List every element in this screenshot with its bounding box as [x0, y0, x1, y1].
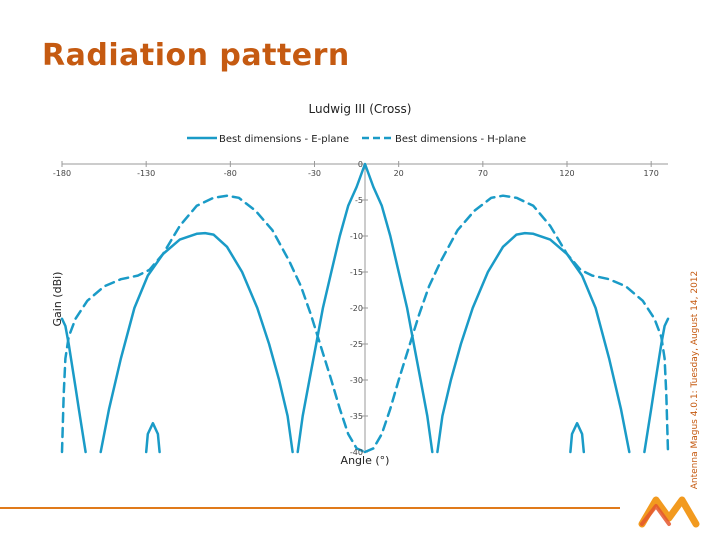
- series-h-plane-line: [363, 194, 670, 454]
- antenna-magus-logo-icon: [638, 490, 700, 536]
- x-tick-label: -30: [308, 169, 321, 178]
- legend-label-e-plane: Best dimensions - E-plane: [219, 134, 349, 145]
- chart-axes: [61, 161, 668, 453]
- legend-label-h-plane: Best dimensions - H-plane: [395, 134, 526, 145]
- x-axis-label: Angle (°): [341, 454, 390, 467]
- x-tick-label: 120: [559, 169, 574, 178]
- chart-series: [60, 162, 670, 454]
- series-e-plane-line: [144, 421, 161, 454]
- chart-title: Ludwig III (Cross): [309, 102, 412, 116]
- x-tick-label: 70: [478, 169, 488, 178]
- series-e-plane-line: [569, 421, 586, 454]
- x-tick-label: -130: [137, 169, 155, 178]
- y-axis-label: Gain (dBi): [51, 272, 64, 327]
- y-tick-label: -30: [350, 376, 363, 385]
- y-tick-label: 0: [358, 160, 363, 169]
- x-tick-label: -80: [224, 169, 237, 178]
- y-tick-label: -20: [350, 304, 363, 313]
- y-tick-label: -35: [350, 412, 363, 421]
- series-h-plane-line: [60, 194, 367, 454]
- series-e-plane-line: [296, 162, 434, 454]
- footer-divider: [0, 507, 620, 509]
- y-tick-label: -10: [350, 232, 363, 241]
- y-tick-label: -25: [350, 340, 363, 349]
- x-tick-label: 170: [644, 169, 659, 178]
- y-tick-label: -5: [355, 196, 363, 205]
- chart-tick-labels: -180 -130 -80 -30 20 70 120 170 0 -5 -10 -15 -20 -25 -…: [53, 160, 659, 457]
- slide-title: Radiation pattern: [42, 38, 350, 73]
- chart-legend: Best dimensions - E-plane Best dimension…: [187, 134, 526, 145]
- series-e-plane-line: [99, 231, 294, 454]
- series-e-plane-line: [60, 317, 87, 454]
- y-tick-label: -40: [350, 448, 363, 457]
- y-tick-label: -15: [350, 268, 363, 277]
- series-e-plane-line: [436, 231, 631, 454]
- side-note: Antenna Magus 4.0.1: Tuesday, August 14,…: [690, 271, 700, 490]
- x-tick-label: 20: [394, 169, 404, 178]
- x-tick-label: -180: [53, 169, 71, 178]
- series-e-plane-line: [643, 317, 670, 454]
